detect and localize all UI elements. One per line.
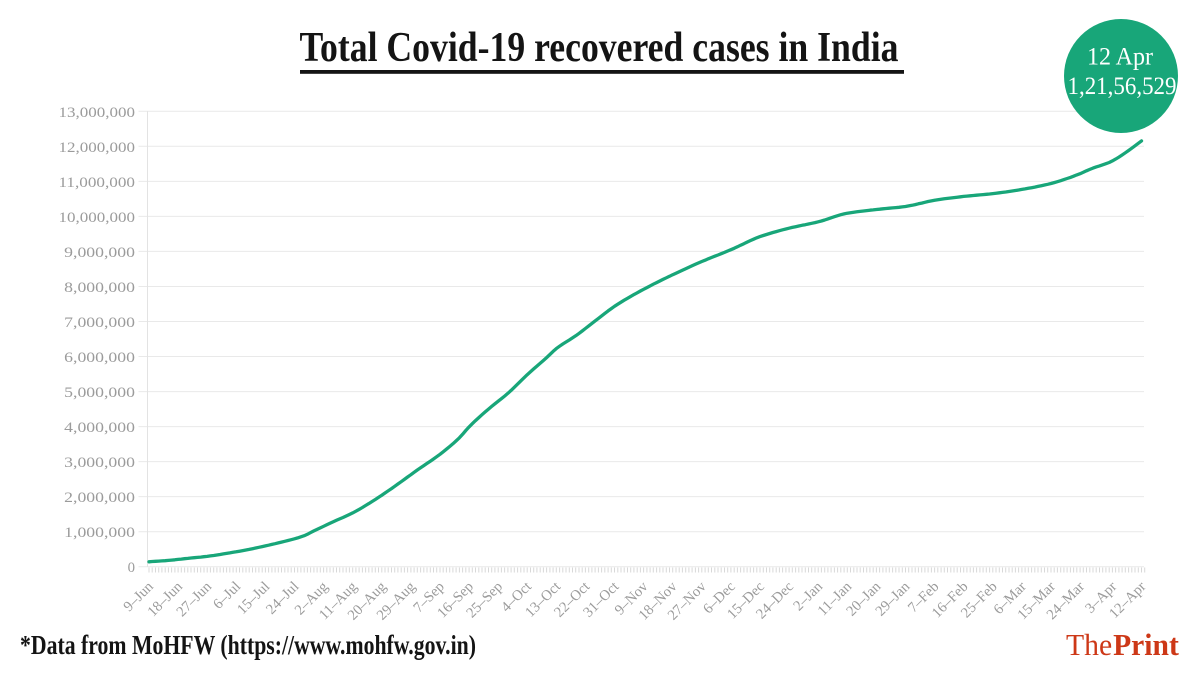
svg-text:8,000,000: 8,000,000 bbox=[64, 280, 135, 296]
svg-text:9,000,000: 9,000,000 bbox=[64, 245, 135, 261]
svg-text:Print: Print bbox=[1113, 628, 1180, 662]
svg-text:1,21,56,529: 1,21,56,529 bbox=[1068, 71, 1177, 100]
svg-text:6,000,000: 6,000,000 bbox=[64, 350, 135, 366]
svg-text:2,000,000: 2,000,000 bbox=[64, 490, 135, 506]
svg-text:5,000,000: 5,000,000 bbox=[64, 385, 135, 401]
svg-text:3,000,000: 3,000,000 bbox=[64, 455, 135, 471]
svg-text:1,000,000: 1,000,000 bbox=[64, 525, 135, 541]
svg-text:13,000,000: 13,000,000 bbox=[59, 105, 136, 121]
svg-text:*Data from MoHFW (https://www.: *Data from MoHFW (https://www.mohfw.gov.… bbox=[20, 630, 476, 660]
svg-text:Total Covid-19 recovered cases: Total Covid-19 recovered cases in India bbox=[300, 24, 899, 71]
svg-text:11,000,000: 11,000,000 bbox=[59, 175, 136, 191]
svg-text:The: The bbox=[1066, 628, 1112, 662]
svg-text:12 Apr: 12 Apr bbox=[1087, 42, 1154, 70]
svg-text:10,000,000: 10,000,000 bbox=[59, 210, 136, 226]
svg-text:4,000,000: 4,000,000 bbox=[64, 420, 135, 436]
svg-text:12,000,000: 12,000,000 bbox=[59, 140, 136, 156]
svg-text:7,000,000: 7,000,000 bbox=[64, 315, 135, 331]
svg-text:0: 0 bbox=[128, 560, 135, 576]
